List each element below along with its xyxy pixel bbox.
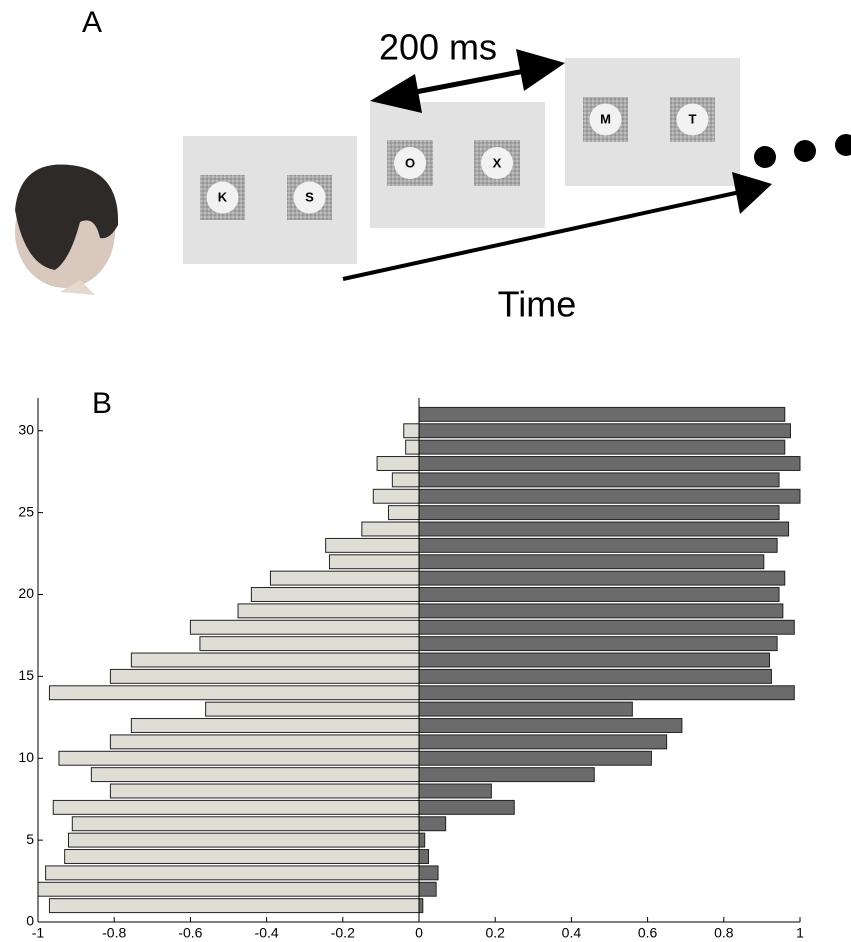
bar [418, 619, 795, 635]
bar [418, 521, 790, 537]
x-tick-label: 0 [415, 925, 423, 941]
bar [418, 668, 772, 684]
bar [418, 816, 447, 832]
bar [237, 603, 420, 619]
time-label: Time [498, 284, 577, 325]
bar [418, 439, 786, 455]
x-tick-label: -0.2 [331, 925, 355, 941]
bar [418, 783, 492, 799]
bar [418, 718, 683, 733]
frame: O X [370, 102, 545, 228]
bar [418, 799, 515, 815]
bar [403, 423, 420, 439]
bar [189, 619, 420, 635]
frame: K S [183, 136, 357, 264]
y-tick-label: 30 [18, 421, 34, 437]
bar [45, 865, 420, 881]
stimulus-letter: O [405, 155, 415, 170]
x-tick-label: 0.8 [714, 925, 734, 941]
y-tick-label: 20 [18, 585, 34, 601]
ellipsis [754, 134, 851, 168]
bar [205, 701, 420, 717]
bar [48, 685, 420, 701]
bar [325, 537, 420, 553]
bar [52, 799, 420, 815]
interval-arrow [370, 49, 565, 113]
x-tick-label: 0.6 [638, 925, 658, 941]
bar [418, 701, 633, 717]
interval-label: 200 ms [379, 27, 497, 68]
y-tick-label: 25 [18, 503, 34, 519]
bar [418, 685, 795, 701]
stimulus-letter: T [689, 111, 697, 126]
bar-chart: 0 5 10 15 20 25 30 -1 -0.8 -0.6 -0.4 -0.2 0 0.2 0.4 0.6… [18, 398, 804, 941]
bar [130, 718, 420, 733]
y-tick-label: 10 [18, 749, 34, 765]
bar [418, 652, 771, 668]
bar [388, 505, 420, 521]
bar [90, 767, 420, 783]
bar [328, 554, 420, 570]
bar [418, 750, 652, 766]
panel-label: B [92, 387, 112, 420]
bar [269, 570, 420, 586]
bar [67, 832, 420, 848]
bar [109, 734, 420, 750]
bar [418, 767, 595, 783]
x-tick-label: -0.4 [255, 925, 279, 941]
stimulus-letter: S [305, 189, 314, 204]
panel-label: A [82, 6, 102, 39]
bar [130, 652, 420, 668]
bar [418, 636, 778, 652]
bar [391, 472, 420, 488]
x-tick-label: -1 [32, 925, 45, 941]
bar [58, 750, 420, 766]
bar [418, 488, 801, 504]
bar [418, 832, 426, 848]
bar [418, 472, 780, 488]
bar [376, 456, 420, 471]
stimulus-letter: M [600, 111, 611, 126]
x-tick-label: 0.2 [485, 925, 505, 941]
y-tick-label: 0 [26, 913, 34, 929]
bar [418, 881, 437, 897]
x-tick-label: 0.4 [562, 925, 582, 941]
bar [109, 783, 420, 799]
bar [418, 734, 668, 750]
bar [418, 603, 784, 619]
bar [109, 668, 420, 684]
bar [48, 898, 420, 914]
bar [199, 636, 420, 652]
stimulus-letter: X [493, 155, 502, 170]
bar [250, 587, 420, 602]
head-icon [15, 164, 119, 295]
x-tick-label: 1 [796, 925, 804, 941]
x-tick-label: -0.8 [102, 925, 126, 941]
bar [418, 456, 801, 471]
bar [418, 587, 780, 602]
frame: M T [565, 58, 740, 186]
bar [418, 849, 430, 864]
bar [418, 406, 786, 422]
x-tick-label: -0.6 [178, 925, 202, 941]
bar [37, 881, 420, 897]
bar [405, 439, 420, 455]
y-tick-label: 5 [26, 831, 34, 847]
bar [418, 865, 439, 881]
bar [372, 488, 420, 504]
bar [361, 521, 420, 537]
bar [418, 570, 786, 586]
time-arrow [342, 172, 772, 281]
bar [418, 537, 778, 553]
stimulus-letter: K [218, 189, 228, 204]
bar [418, 898, 424, 914]
bar [71, 816, 420, 832]
bar [64, 849, 420, 864]
bar [418, 423, 791, 439]
bar [418, 554, 765, 570]
y-tick-label: 15 [18, 667, 34, 683]
bar [418, 505, 780, 521]
